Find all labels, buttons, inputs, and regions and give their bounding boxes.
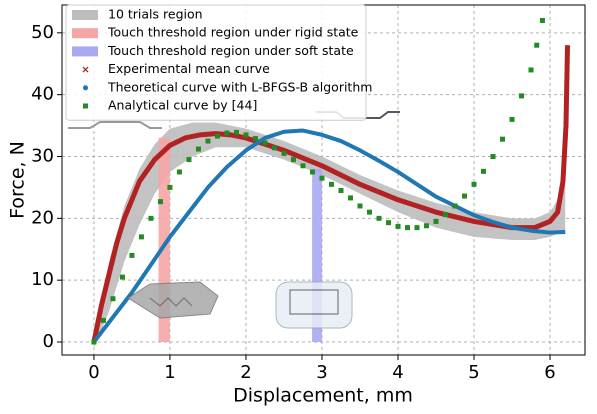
square-marker bbox=[528, 67, 534, 73]
legend-swatch bbox=[72, 46, 98, 57]
x-axis-label: Displacement, mm bbox=[233, 385, 413, 407]
x-tick-label: 5 bbox=[468, 362, 479, 383]
square-marker bbox=[186, 157, 192, 163]
y-tick-label: 40 bbox=[31, 84, 54, 105]
legend-label: Touch threshold region under soft state bbox=[107, 43, 354, 58]
square-marker bbox=[243, 132, 249, 138]
threshold-region bbox=[158, 137, 170, 343]
square-marker bbox=[148, 215, 154, 221]
legend-box bbox=[65, 4, 367, 121]
square-marker bbox=[252, 136, 258, 142]
sketch-soft bbox=[275, 281, 353, 329]
square-marker bbox=[271, 145, 277, 151]
legend-label: 10 trials region bbox=[108, 7, 203, 22]
square-marker bbox=[481, 168, 487, 174]
square-marker bbox=[262, 140, 268, 146]
square-marker bbox=[443, 212, 449, 218]
plot-area bbox=[62, 5, 585, 355]
square-marker bbox=[424, 223, 430, 229]
square-marker bbox=[110, 296, 116, 302]
x-tick-label: 0 bbox=[88, 362, 99, 383]
legend-marker bbox=[82, 66, 89, 73]
legend-swatch bbox=[72, 28, 98, 39]
square-marker bbox=[119, 274, 125, 280]
square-marker bbox=[347, 195, 353, 201]
square-marker bbox=[539, 17, 545, 23]
square-marker bbox=[433, 218, 439, 224]
x-tick-label: 2 bbox=[240, 362, 251, 383]
legend-label: Touch threshold region under rigid state bbox=[107, 25, 359, 40]
square-marker bbox=[404, 225, 410, 231]
square-marker bbox=[328, 181, 334, 187]
square-marker bbox=[471, 181, 477, 187]
square-marker bbox=[462, 193, 468, 199]
square-marker bbox=[233, 129, 239, 135]
legend-label: Experimental mean curve bbox=[108, 61, 270, 76]
x-tick-label: 6 bbox=[544, 362, 555, 383]
square-marker bbox=[414, 225, 420, 231]
square-marker bbox=[157, 199, 163, 205]
square-marker bbox=[309, 169, 315, 175]
square-marker bbox=[385, 220, 391, 226]
square-marker bbox=[519, 93, 525, 99]
square-marker bbox=[338, 188, 344, 194]
y-tick-label: 0 bbox=[43, 331, 54, 352]
y-tick-label: 50 bbox=[31, 22, 54, 43]
square-marker bbox=[300, 163, 306, 169]
y-tick-label: 10 bbox=[31, 269, 54, 290]
square-marker bbox=[490, 154, 496, 160]
square-marker bbox=[357, 203, 363, 209]
y-tick-label: 20 bbox=[31, 207, 54, 228]
x-tick-label: 3 bbox=[316, 362, 327, 383]
square-marker bbox=[366, 209, 372, 215]
x-tick-label: 4 bbox=[392, 362, 403, 383]
curve bbox=[92, 128, 566, 344]
square-marker bbox=[195, 146, 201, 152]
square-marker bbox=[91, 339, 97, 345]
legend-label: Analytical curve by [44] bbox=[108, 98, 257, 113]
legend: 10 trials region Touch threshold region u… bbox=[65, 4, 372, 121]
y-axis-label: Force, N bbox=[7, 141, 29, 219]
square-marker bbox=[500, 136, 506, 142]
y-tick-label: 30 bbox=[31, 146, 54, 167]
square-marker bbox=[138, 234, 144, 240]
square-marker bbox=[452, 203, 458, 209]
square-marker bbox=[214, 133, 220, 139]
sketch-rigid bbox=[127, 281, 219, 319]
square-marker bbox=[100, 317, 106, 323]
square-marker bbox=[376, 215, 382, 221]
legend-label: Theoretical curve with L-BFGS-B algorith… bbox=[107, 79, 372, 94]
square-marker bbox=[509, 116, 515, 122]
legend-swatch bbox=[72, 10, 98, 20]
square-marker bbox=[281, 150, 287, 156]
curve bbox=[91, 45, 571, 343]
square-marker bbox=[224, 130, 230, 136]
square-marker bbox=[129, 252, 135, 258]
square-marker bbox=[205, 138, 211, 144]
square-marker bbox=[176, 169, 182, 175]
square-marker bbox=[290, 157, 296, 163]
square-marker bbox=[319, 175, 325, 181]
square-marker bbox=[395, 223, 401, 229]
legend-marker bbox=[83, 85, 88, 91]
x-tick-label: 1 bbox=[164, 362, 175, 383]
threshold-region bbox=[312, 168, 322, 343]
legend-marker bbox=[83, 103, 88, 109]
square-marker bbox=[534, 42, 540, 48]
square-marker bbox=[167, 184, 173, 190]
